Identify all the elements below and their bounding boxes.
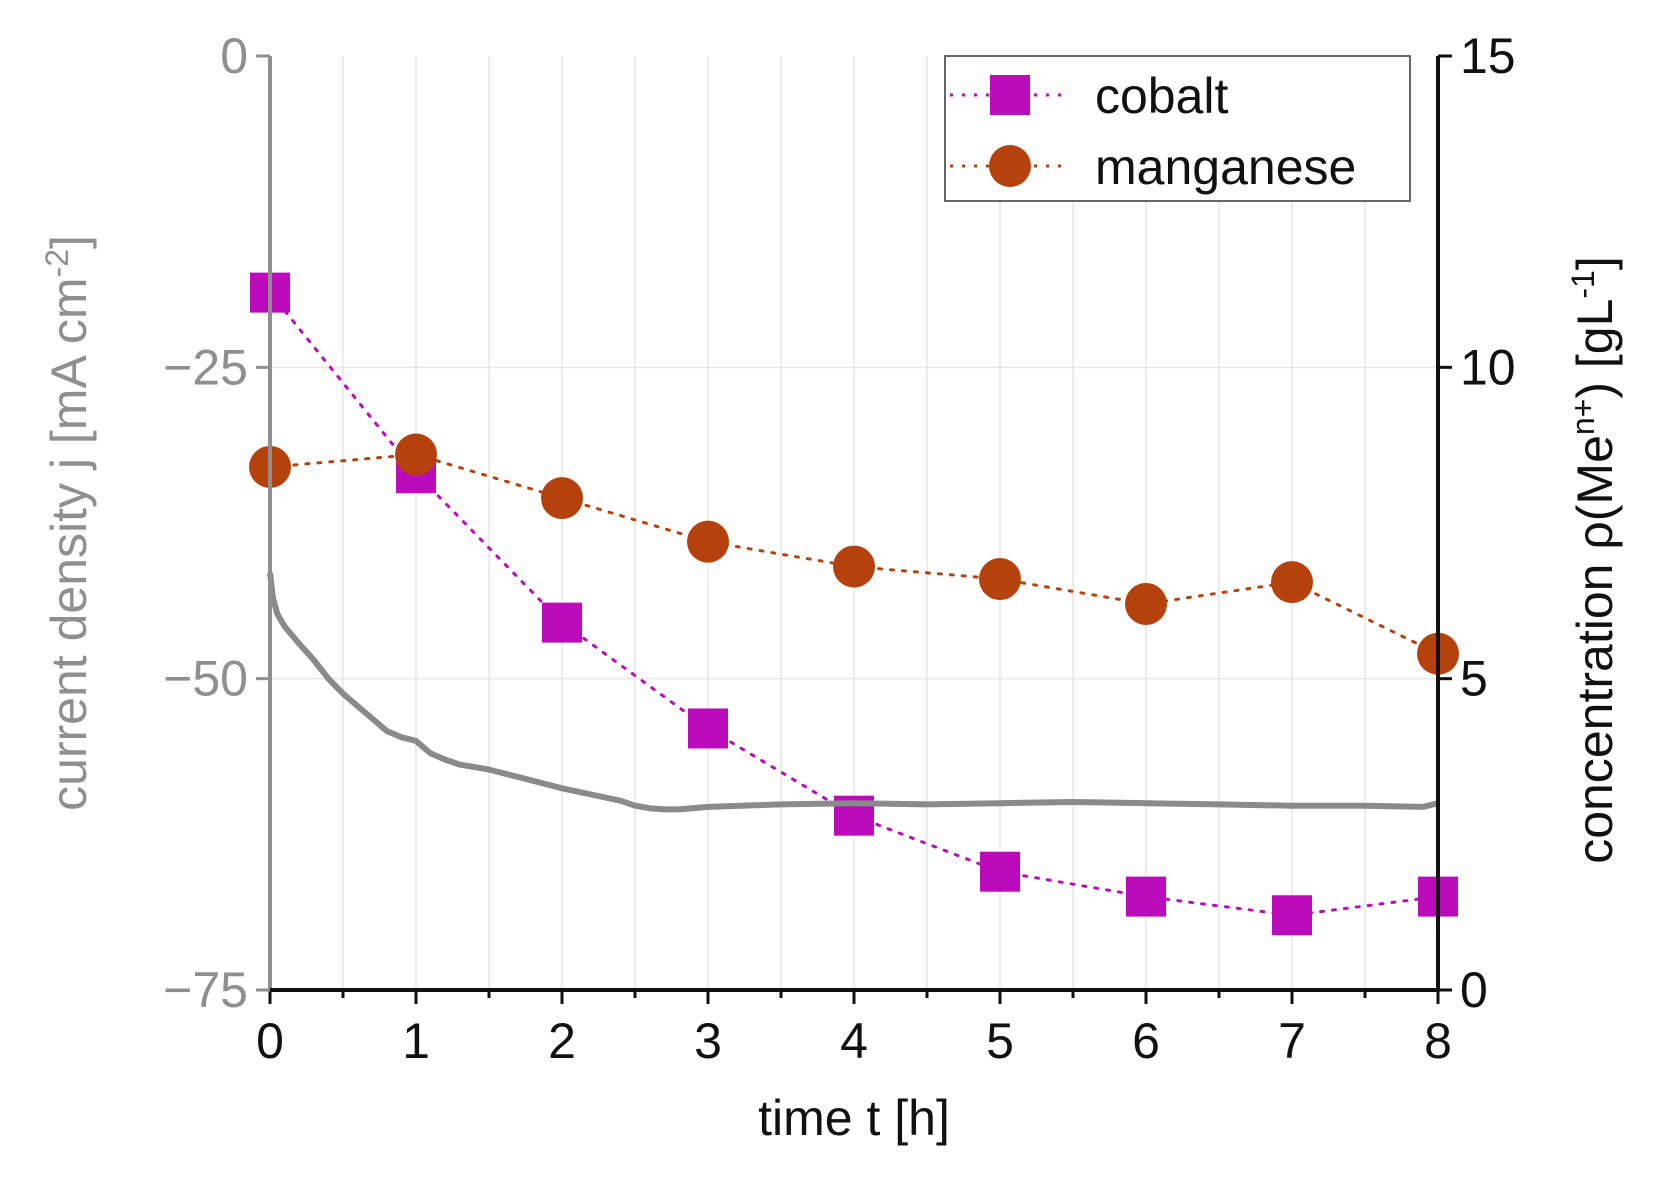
x-axis-title: time t [h] [758,1090,950,1146]
y-right-title-sup1: n+ [1565,399,1601,435]
y-left-axis-title: current density j [mA cm-2] [39,235,97,811]
x-tick-label: 8 [1424,1013,1452,1069]
y-left-title-tail: ] [41,235,97,249]
data-point-manganese [1125,582,1167,625]
legend-manganese-label: manganese [1095,139,1356,195]
y-right-title-sup2: -1 [1565,270,1601,298]
y-right-title-tail: ] [1567,256,1623,270]
data-point-manganese [1271,561,1313,604]
y-left-title-sup: -2 [39,249,75,277]
y-right-tick-label: 5 [1460,651,1488,707]
y-left-title-main: current density j [mA cm [41,277,97,811]
legend-manganese-marker [989,145,1031,187]
y-right-tick-label: 15 [1460,28,1516,84]
y-left-tick-label: −50 [163,651,248,707]
x-tick-label: 2 [548,1013,576,1069]
x-tick-label: 5 [986,1013,1014,1069]
y-left-tick-label: −75 [163,962,248,1018]
y-right-tick-label: 10 [1460,339,1516,395]
y-right-axis-title: concentration ρ(Men+) [gL-1] [1565,256,1623,864]
y-right-title-mid: ) [gL [1567,299,1623,399]
series-line-current-density [267,572,1439,813]
x-tick-label: 4 [840,1013,868,1069]
x-tick-label: 1 [402,1013,430,1069]
data-point-cobalt [1272,895,1312,936]
data-point-cobalt [980,851,1020,892]
data-point-manganese [979,558,1021,601]
data-point-cobalt [1126,876,1166,917]
legend: cobalt manganese [944,55,1411,202]
legend-entry-manganese: manganese [950,139,1356,195]
series-layer [249,272,1459,936]
legend-cobalt-label: cobalt [1095,68,1229,124]
data-point-cobalt [542,602,582,643]
x-tick-label: 0 [256,1013,284,1069]
data-point-manganese [687,520,729,563]
legend-entry-cobalt: cobalt [950,68,1229,124]
y-left-tick-label: −25 [163,339,248,395]
x-tick-label: 6 [1132,1013,1160,1069]
x-tick-label: 7 [1278,1013,1306,1069]
x-tick-label: 3 [694,1013,722,1069]
data-point-manganese [395,433,437,476]
data-point-cobalt [688,708,728,749]
y-left-tick-label: 0 [220,28,248,84]
data-point-manganese [833,545,875,588]
y-right-title-main: concentration ρ(Me [1567,435,1623,864]
gridlines [270,56,1438,990]
legend-cobalt-marker [990,75,1030,115]
y-right-tick-label: 0 [1460,962,1488,1018]
axes [256,54,1452,1004]
data-point-manganese [541,477,583,520]
